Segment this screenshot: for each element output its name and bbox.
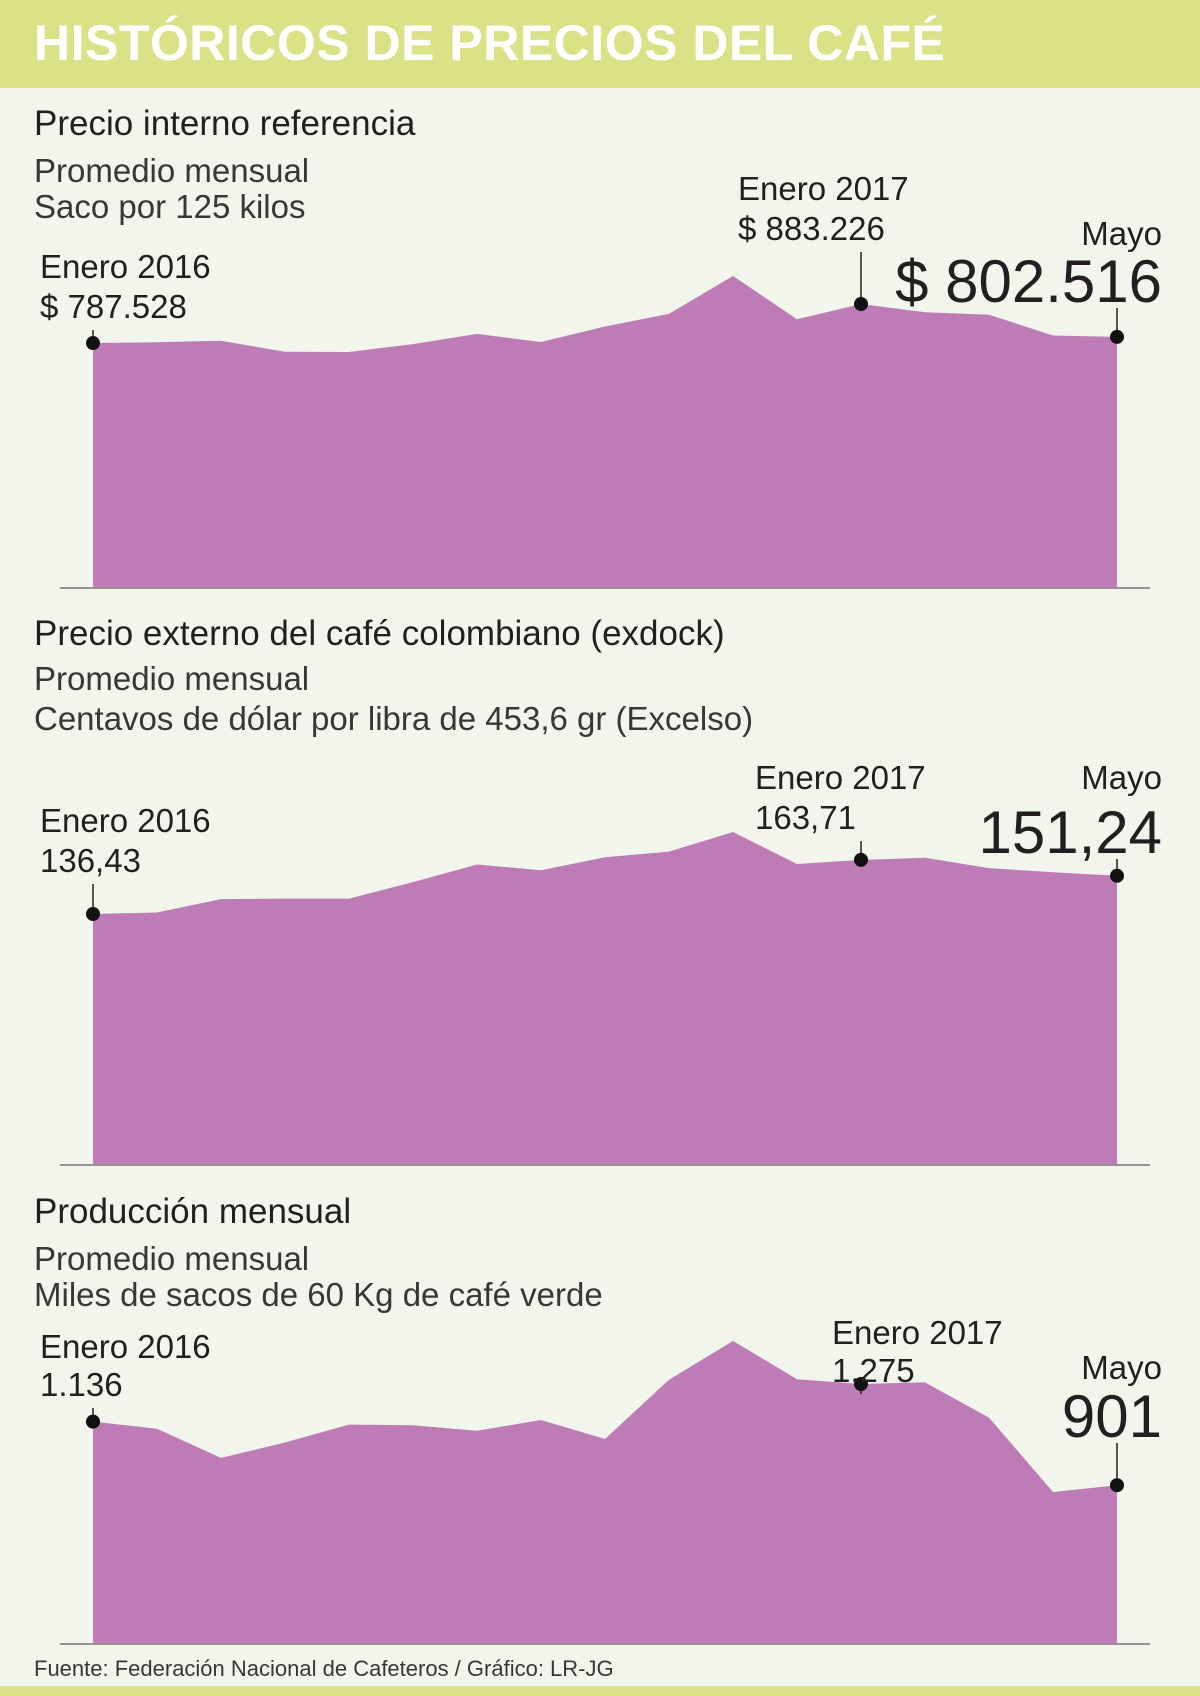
- annotation-value: 1.136: [40, 1366, 123, 1403]
- annotation-value: 1.275: [832, 1352, 915, 1389]
- data-point-marker: [1110, 1478, 1124, 1492]
- series-area: [93, 276, 1117, 587]
- data-point-marker: [86, 907, 100, 921]
- annotation-label: Enero 2016: [40, 248, 211, 285]
- annotation-label: Mayo: [1081, 215, 1162, 252]
- annotation-label: Enero 2016: [40, 802, 211, 839]
- annotation-label: Enero 2016: [40, 1328, 211, 1365]
- annotation-value: 163,71: [755, 799, 856, 836]
- annotation-label: Enero 2017: [738, 170, 909, 207]
- series-area: [93, 1341, 1117, 1643]
- annotation-label: Enero 2017: [755, 759, 926, 796]
- data-point-marker: [1110, 869, 1124, 883]
- annotation-value-highlight: 151,24: [978, 799, 1162, 866]
- data-point-marker: [86, 1415, 100, 1429]
- annotation-value-highlight: 901: [1062, 1383, 1162, 1450]
- annotation-value: $ 883.226: [738, 210, 885, 247]
- annotation-label: Mayo: [1081, 759, 1162, 796]
- series-area: [93, 832, 1117, 1164]
- data-point-marker: [1110, 330, 1124, 344]
- source-note: Fuente: Federación Nacional de Cafeteros…: [34, 1656, 614, 1682]
- footer-bar: [0, 1686, 1200, 1696]
- data-point-marker: [854, 297, 868, 311]
- annotation-value: 136,43: [40, 842, 141, 879]
- data-point-marker: [854, 853, 868, 867]
- annotation-value-highlight: $ 802.516: [895, 248, 1162, 315]
- annotation-value: $ 787.528: [40, 288, 187, 325]
- data-point-marker: [86, 336, 100, 350]
- annotation-label: Mayo: [1081, 1349, 1162, 1386]
- annotation-label: Enero 2017: [832, 1314, 1003, 1351]
